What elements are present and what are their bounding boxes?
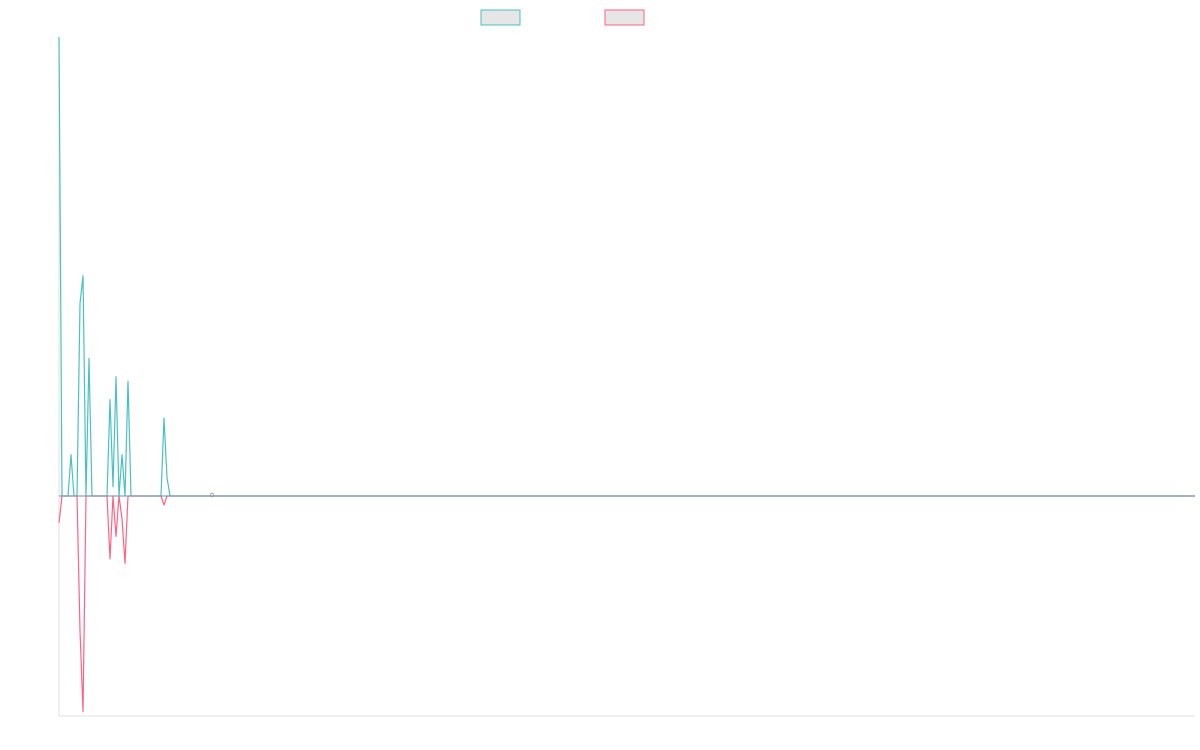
legend-swatch-2[interactable]	[604, 9, 645, 26]
data-point-marker	[209, 492, 215, 498]
series-line-1	[58, 36, 1195, 497]
plot-area	[58, 36, 1195, 717]
series-line-2	[58, 495, 1195, 713]
legend-swatch-1[interactable]	[480, 9, 521, 26]
legend	[480, 9, 645, 26]
